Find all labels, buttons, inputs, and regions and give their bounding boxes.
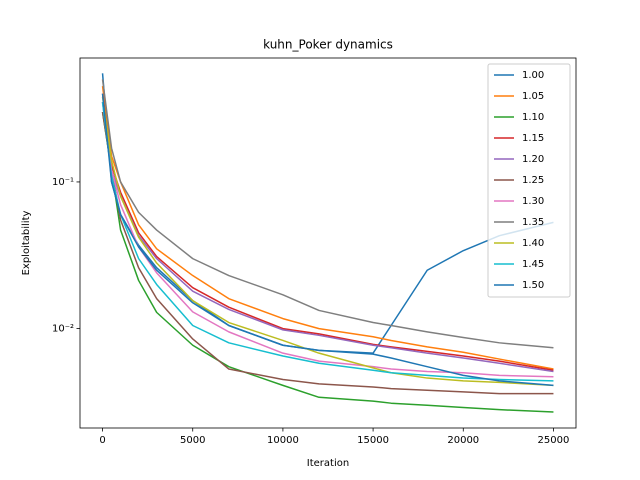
y-tick-label: 10⁻¹ <box>52 177 74 188</box>
series-line <box>101 93 554 371</box>
legend-label: 1.30 <box>522 196 544 207</box>
legend-label: 1.35 <box>522 217 544 228</box>
y-tick-label: 10⁻² <box>52 324 74 335</box>
y-axis-label: Exploitability <box>21 211 32 276</box>
chart-title: kuhn_Poker dynamics <box>263 38 393 52</box>
x-tick-label: 20000 <box>447 435 479 446</box>
legend-label: 1.40 <box>522 238 544 249</box>
x-tick-label: 10000 <box>267 435 299 446</box>
legend-label: 1.00 <box>522 70 544 81</box>
legend-label: 1.20 <box>522 154 544 165</box>
legend-label: 1.10 <box>522 112 544 123</box>
x-tick-label: 15000 <box>357 435 389 446</box>
legend-label: 1.50 <box>522 280 544 291</box>
x-axis-label: Iteration <box>307 458 349 469</box>
x-tick-label: 5000 <box>180 435 205 446</box>
legend: 1.00 1.05 1.10 1.15 1.20 1.25 1.30 1.35 1.40 1.45… <box>487 63 571 298</box>
plot-frame <box>79 57 577 429</box>
lines <box>101 73 554 413</box>
series-line <box>101 79 554 349</box>
series-line <box>101 86 554 370</box>
series-line <box>101 111 554 413</box>
x-tick-label: 25000 <box>538 435 570 446</box>
legend-label: 1.45 <box>522 259 544 270</box>
x-tick-label: 0 <box>99 435 105 446</box>
series-line <box>101 111 554 395</box>
series-line <box>101 93 554 387</box>
legend-label: 1.25 <box>522 175 544 186</box>
legend-label: 1.05 <box>522 91 544 102</box>
legend-frame <box>487 63 571 298</box>
series-line <box>101 102 554 382</box>
legend-label: 1.15 <box>522 133 544 144</box>
series-line <box>101 96 554 387</box>
